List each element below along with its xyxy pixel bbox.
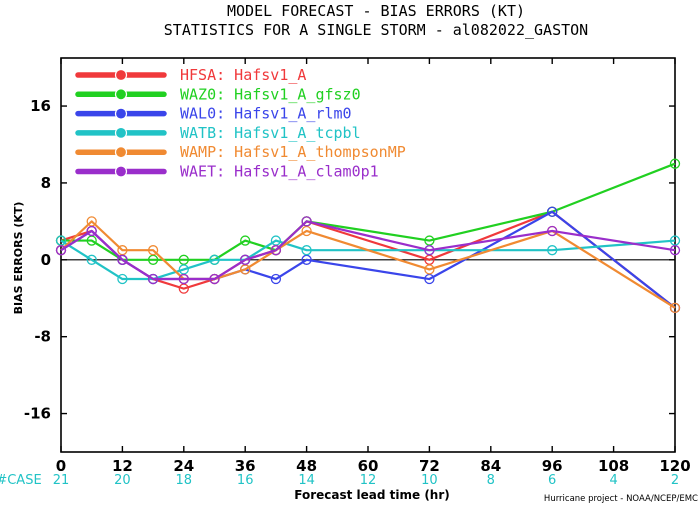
legend-item: WAL0: Hafsv1_A_rlm0 bbox=[75, 105, 352, 123]
legend-label: WAZ0: Hafsv1_A_gfsz0 bbox=[180, 85, 361, 103]
data-point bbox=[209, 254, 220, 265]
series-line bbox=[60, 239, 676, 281]
legend-label: WAL0: Hafsv1_A_rlm0 bbox=[180, 105, 352, 123]
case-count: 4 bbox=[609, 473, 617, 488]
case-count: 18 bbox=[176, 473, 193, 488]
case-count: 2 bbox=[671, 473, 679, 488]
x-tick-label: 72 bbox=[419, 457, 440, 475]
y-tick-label: 0 bbox=[41, 251, 51, 269]
legend-label: HFSA: Hafsv1_A bbox=[180, 66, 306, 84]
x-tick-label: 84 bbox=[480, 457, 501, 475]
y-axis-label: BIAS ERRORS (KT) bbox=[12, 202, 25, 315]
case-count: 16 bbox=[237, 473, 254, 488]
legend-item: WAMP: Hafsv1_A_thompsonMP bbox=[75, 143, 406, 161]
data-point bbox=[424, 264, 435, 275]
data-point bbox=[86, 254, 97, 265]
x-tick-label: 12 bbox=[112, 457, 133, 475]
series-line bbox=[60, 220, 676, 309]
data-point bbox=[240, 235, 251, 246]
data-point bbox=[547, 225, 558, 237]
data-point bbox=[86, 225, 97, 237]
x-tick-label: 96 bbox=[542, 457, 563, 475]
y-tick-label: 16 bbox=[30, 97, 51, 115]
legend-marker bbox=[114, 146, 128, 159]
series-line bbox=[60, 220, 676, 281]
x-tick-label: 36 bbox=[235, 457, 256, 475]
legend-label: WAET: Hafsv1_A_clam0p1 bbox=[180, 163, 379, 181]
legend-marker bbox=[114, 88, 128, 101]
y-tick-label: -8 bbox=[34, 328, 51, 346]
data-point bbox=[669, 158, 681, 169]
x-axis-label: Forecast lead time (hr) bbox=[294, 488, 450, 502]
chart-title: MODEL FORECAST - BIAS ERRORS (KT) bbox=[227, 2, 525, 20]
data-point bbox=[117, 273, 128, 285]
case-count: 14 bbox=[298, 473, 315, 488]
chart-subtitle: STATISTICS FOR A SINGLE STORM - al082022… bbox=[164, 21, 588, 39]
legend-marker bbox=[114, 107, 128, 120]
legend-label: WAMP: Hafsv1_A_thompsonMP bbox=[180, 143, 406, 161]
case-count: 20 bbox=[114, 473, 131, 488]
x-tick-label: 108 bbox=[598, 457, 629, 475]
legend-marker bbox=[114, 126, 128, 139]
data-point bbox=[547, 206, 558, 217]
legend-label: WATB: Hafsv1_A_tcpbl bbox=[180, 124, 361, 142]
data-point bbox=[301, 216, 312, 227]
series-line-group bbox=[55, 216, 681, 285]
legend-marker bbox=[114, 165, 128, 178]
series-line bbox=[61, 162, 676, 261]
data-point bbox=[301, 245, 312, 256]
x-tick-label: 120 bbox=[659, 457, 690, 475]
data-point bbox=[669, 245, 681, 256]
case-label: #CASE bbox=[0, 473, 42, 488]
data-point bbox=[55, 245, 67, 256]
y-tick-label: -16 bbox=[24, 405, 51, 423]
case-count: 21 bbox=[53, 473, 70, 488]
data-point bbox=[270, 273, 282, 285]
case-count: 12 bbox=[360, 473, 377, 488]
data-point bbox=[209, 273, 220, 285]
data-point bbox=[547, 245, 558, 256]
data-point bbox=[117, 254, 128, 265]
series-layer bbox=[55, 158, 681, 314]
case-count: 8 bbox=[487, 473, 495, 488]
y-tick-label: 8 bbox=[41, 174, 51, 192]
data-point bbox=[424, 245, 435, 256]
x-tick-label: 24 bbox=[173, 457, 194, 475]
x-tick-label: 48 bbox=[296, 457, 317, 475]
case-count: 10 bbox=[421, 473, 438, 488]
data-point bbox=[669, 302, 681, 314]
legend-item: WAZ0: Hafsv1_A_gfsz0 bbox=[75, 85, 361, 103]
x-tick-label: 0 bbox=[56, 457, 66, 475]
case-count: 6 bbox=[548, 473, 556, 488]
legend-marker bbox=[114, 68, 128, 82]
credit-text: Hurricane project - NOAA/NCEP/EMC bbox=[544, 494, 698, 504]
data-point bbox=[178, 273, 189, 285]
legend-item: WATB: Hafsv1_A_tcpbl bbox=[75, 124, 361, 142]
data-point bbox=[270, 245, 282, 256]
data-point bbox=[147, 245, 159, 256]
data-point bbox=[240, 254, 251, 265]
data-point bbox=[147, 273, 159, 285]
legend-item: HFSA: Hafsv1_A bbox=[75, 66, 306, 84]
legend-item: WAET: Hafsv1_A_clam0p1 bbox=[75, 163, 379, 181]
x-tick-label: 60 bbox=[358, 457, 379, 475]
